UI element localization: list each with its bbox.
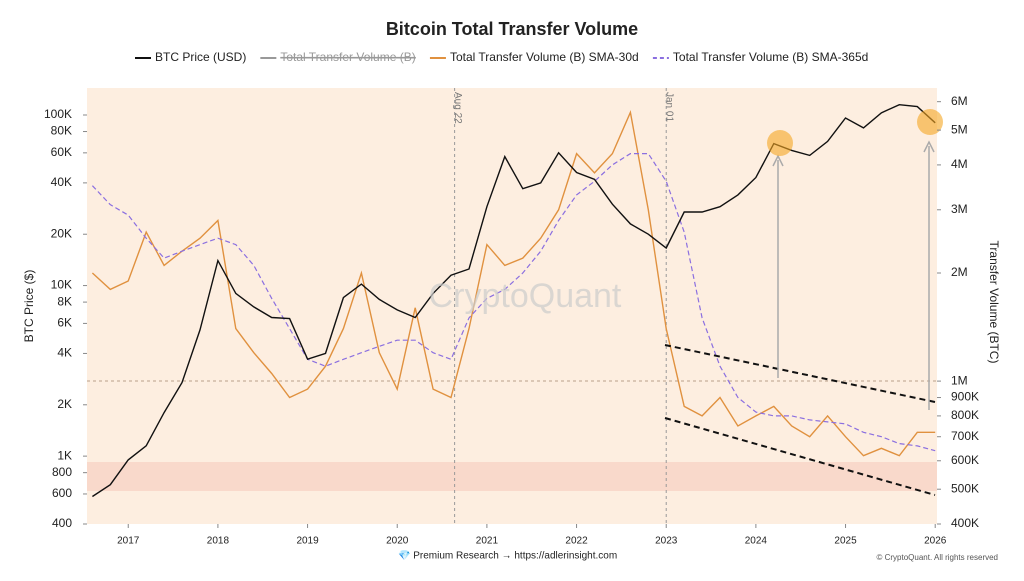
y-tick-label: 100K — [44, 107, 72, 121]
plot-background — [87, 88, 937, 524]
y-tick-label: 6K — [57, 316, 72, 330]
y-tick-label: 2K — [57, 397, 72, 411]
copyright: © CryptoQuant. All rights reserved — [877, 553, 999, 562]
x-tick-label: 2020 — [386, 536, 409, 547]
y-tick-label: 8K — [57, 294, 72, 308]
y-tick-label: 600 — [52, 486, 72, 500]
y2-tick-label: 4M — [951, 157, 968, 171]
y-tick-label: 80K — [51, 124, 72, 138]
highlight-band — [87, 462, 937, 491]
y2-tick-label: 6M — [951, 94, 968, 108]
y2-tick-label: 900K — [951, 390, 979, 404]
y-tick-label: 800 — [52, 465, 72, 479]
watermark: CryptoQuant — [429, 277, 622, 315]
y-axis-label: BTC Price ($) — [22, 270, 36, 343]
y2-tick-label: 3M — [951, 202, 968, 216]
annotation-label: Jan 01 — [664, 92, 675, 122]
legend-label: BTC Price (USD) — [155, 50, 246, 64]
y2-tick-label: 400K — [951, 516, 979, 530]
y2-tick-label: 1M — [951, 373, 968, 387]
chart-title: Bitcoin Total Transfer Volume — [386, 19, 638, 39]
legend-label: Total Transfer Volume (B) SMA-365d — [673, 50, 868, 64]
highlight-circle — [917, 109, 943, 135]
y-tick-label: 60K — [51, 145, 72, 159]
x-tick-label: 2025 — [834, 536, 857, 547]
arrow-head — [772, 154, 784, 167]
legend-label: Total Transfer Volume (B) — [280, 50, 415, 64]
series-line — [91, 110, 936, 457]
series-line — [92, 103, 936, 498]
y-tick-label: 4K — [57, 346, 72, 360]
arrow-head — [923, 140, 935, 153]
y2-tick-label: 500K — [951, 481, 979, 495]
y-tick-label: 20K — [51, 226, 72, 240]
annotation-label: Aug 22 — [452, 92, 463, 124]
x-tick-label: 2024 — [745, 536, 768, 547]
highlight-circle — [767, 130, 793, 156]
legend-label: Total Transfer Volume (B) SMA-30d — [450, 50, 639, 64]
y-tick-label: 400 — [52, 516, 72, 530]
x-tick-label: 2026 — [924, 536, 947, 547]
y2-tick-label: 700K — [951, 429, 979, 443]
footer: 💎 Premium Research → https://adlerinsigh… — [398, 550, 617, 562]
x-tick-label: 2018 — [207, 536, 230, 547]
x-tick-label: 2021 — [476, 536, 499, 547]
y2-tick-label: 800K — [951, 408, 979, 422]
trend-line — [664, 344, 936, 403]
y2-tick-label: 2M — [951, 265, 968, 279]
x-tick-label: 2019 — [296, 536, 319, 547]
y2-tick-label: 5M — [951, 122, 968, 136]
x-tick-label: 2023 — [655, 536, 678, 547]
y2-axis-label: Transfer Volume (BTC) — [987, 241, 1001, 364]
y-tick-label: 10K — [51, 278, 72, 292]
y-tick-label: 40K — [51, 175, 72, 189]
trend-line — [664, 417, 936, 496]
x-tick-label: 2017 — [117, 536, 140, 547]
y2-tick-label: 600K — [951, 453, 979, 467]
series-line — [91, 153, 936, 452]
y-tick-label: 1K — [57, 448, 72, 462]
x-tick-label: 2022 — [565, 536, 588, 547]
